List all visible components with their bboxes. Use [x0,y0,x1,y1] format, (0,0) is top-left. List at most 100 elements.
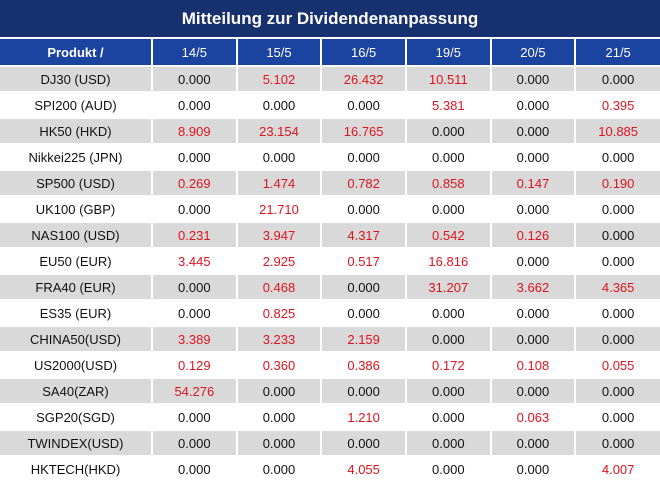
dividend-value-cell: 4.055 [321,455,407,481]
dividend-value-cell: 0.000 [575,247,660,274]
dividend-value-cell: 2.159 [321,325,407,352]
dividend-value-cell: 0.126 [490,221,577,248]
dividend-value-cell: 0.190 [575,169,660,196]
column-header-date: 14/5 [152,39,238,66]
table-row: CHINA50(USD) 3.389 3.233 2.159 0.000 0.000 0.0… [0,325,660,352]
dividend-value-cell: 0.000 [321,273,407,300]
table-row: NAS100 (USD) 0.231 3.947 4.317 0.542 0.126 0.0… [0,221,660,248]
dividend-value-cell: 0.000 [236,455,323,481]
dividend-value-cell: 4.007 [575,455,660,481]
dividend-value-cell: 0.108 [490,351,577,378]
dividend-value-cell: 0.000 [575,403,660,430]
dividend-value-cell: 1.474 [236,169,323,196]
product-name-cell: SP500 (USD) [0,169,153,196]
dividend-value-cell: 0.542 [405,221,492,248]
product-name-cell: SA40(ZAR) [0,377,153,404]
dividend-value-cell: 0.000 [405,429,492,456]
dividend-value-cell: 0.000 [405,195,492,222]
product-name-cell: US2000(USD) [0,351,153,378]
product-name-cell: FRA40 (EUR) [0,273,153,300]
product-name-cell: UK100 (GBP) [0,195,153,222]
dividend-value-cell: 0.000 [575,325,660,352]
column-header-date: 16/5 [321,39,407,66]
dividend-value-cell: 0.000 [236,91,323,118]
dividend-value-cell: 2.925 [236,247,323,274]
dividend-value-cell: 0.000 [575,65,660,92]
product-name-cell: NAS100 (USD) [0,221,153,248]
dividend-value-cell: 3.445 [152,247,238,274]
product-name-cell: EU50 (EUR) [0,247,153,274]
dividend-value-cell: 8.909 [152,117,238,144]
dividend-value-cell: 0.000 [405,455,492,481]
table-row: FRA40 (EUR) 0.000 0.468 0.000 31.207 3.662 4.3… [0,273,660,300]
page-title: Mitteilung zur Dividendenanpassung [0,0,660,39]
column-header-product: Produkt / [0,39,153,66]
dividend-value-cell: 0.000 [236,403,323,430]
dividend-value-cell: 31.207 [405,273,492,300]
dividend-value-cell: 3.389 [152,325,238,352]
product-name-cell: Nikkei225 (JPN) [0,143,153,170]
dividend-value-cell: 0.000 [575,299,660,326]
dividend-value-cell: 0.000 [152,195,238,222]
dividend-value-cell: 0.063 [490,403,577,430]
table-body: DJ30 (USD) 0.000 5.102 26.432 10.511 0.000 0.0… [0,65,660,481]
dividend-value-cell: 0.000 [575,377,660,404]
dividend-value-cell: 3.233 [236,325,323,352]
table-row: US2000(USD) 0.129 0.360 0.386 0.172 0.108 0.05… [0,351,660,378]
dividend-value-cell: 0.000 [321,377,407,404]
dividend-value-cell: 3.947 [236,221,323,248]
product-name-cell: ES35 (EUR) [0,299,153,326]
product-name-cell: SGP20(SGD) [0,403,153,430]
table-row: Nikkei225 (JPN) 0.000 0.000 0.000 0.000 0.000… [0,143,660,170]
dividend-value-cell: 16.765 [321,117,407,144]
table-row: HK50 (HKD) 8.909 23.154 16.765 0.000 0.000 10.… [0,117,660,144]
dividend-value-cell: 0.000 [152,429,238,456]
column-header-date: 19/5 [405,39,492,66]
product-name-cell: CHINA50(USD) [0,325,153,352]
dividend-value-cell: 0.000 [152,299,238,326]
dividend-table: Produkt / 14/5 15/5 16/5 19/5 20/5 21/5 … [0,39,660,481]
product-name-cell: DJ30 (USD) [0,65,153,92]
dividend-value-cell: 0.000 [405,403,492,430]
dividend-value-cell: 0.000 [575,143,660,170]
dividend-value-cell: 0.000 [405,299,492,326]
table-row: HKTECH(HKD) 0.000 0.000 4.055 0.000 0.000 4.00… [0,455,660,481]
dividend-value-cell: 0.468 [236,273,323,300]
table-row: SPI200 (AUD) 0.000 0.000 0.000 5.381 0.000 0.3… [0,91,660,118]
dividend-value-cell: 0.000 [490,299,577,326]
dividend-value-cell: 0.172 [405,351,492,378]
product-name-cell: TWINDEX(USD) [0,429,153,456]
dividend-value-cell: 5.102 [236,65,323,92]
dividend-value-cell: 0.000 [321,143,407,170]
dividend-value-cell: 0.129 [152,351,238,378]
dividend-value-cell: 0.269 [152,169,238,196]
dividend-value-cell: 0.000 [405,325,492,352]
dividend-value-cell: 54.276 [152,377,238,404]
dividend-value-cell: 0.000 [236,143,323,170]
dividend-value-cell: 0.231 [152,221,238,248]
dividend-value-cell: 0.147 [490,169,577,196]
dividend-value-cell: 0.000 [321,195,407,222]
dividend-value-cell: 0.000 [490,429,577,456]
dividend-value-cell: 16.816 [405,247,492,274]
column-header-date: 21/5 [575,39,660,66]
table-row: SGP20(SGD) 0.000 0.000 1.210 0.000 0.063 0.000 [0,403,660,430]
table-row: UK100 (GBP) 0.000 21.710 0.000 0.000 0.000 0.0… [0,195,660,222]
dividend-value-cell: 0.000 [490,377,577,404]
dividend-value-cell: 1.210 [321,403,407,430]
dividend-value-cell: 0.000 [321,299,407,326]
dividend-value-cell: 0.000 [490,143,577,170]
dividend-value-cell: 0.000 [321,429,407,456]
dividend-value-cell: 0.000 [490,247,577,274]
dividend-value-cell: 0.000 [152,403,238,430]
dividend-value-cell: 0.000 [490,91,577,118]
column-header-date: 20/5 [490,39,577,66]
dividend-value-cell: 0.386 [321,351,407,378]
dividend-value-cell: 0.055 [575,351,660,378]
dividend-value-cell: 0.858 [405,169,492,196]
dividend-value-cell: 4.317 [321,221,407,248]
dividend-value-cell: 0.000 [321,91,407,118]
dividend-value-cell: 4.365 [575,273,660,300]
table-row: EU50 (EUR) 3.445 2.925 0.517 16.816 0.000 0.00… [0,247,660,274]
